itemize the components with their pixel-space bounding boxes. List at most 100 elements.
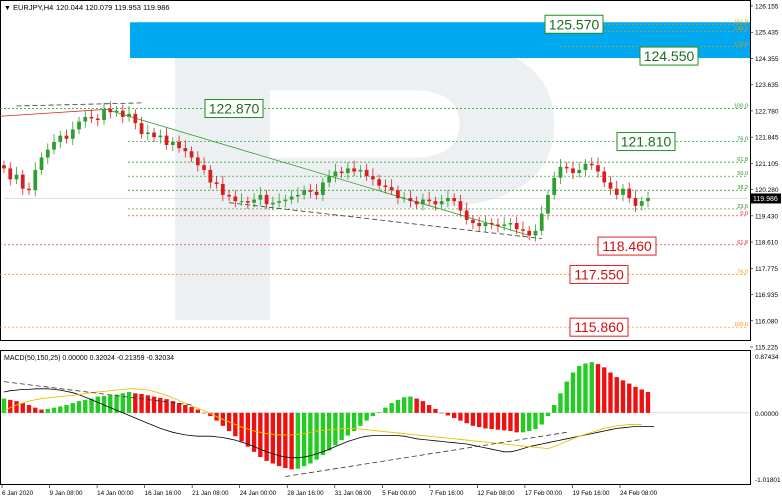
macd-histogram-bar bbox=[533, 412, 538, 430]
macd-histogram-bar bbox=[170, 401, 176, 413]
candle-body bbox=[352, 168, 357, 172]
y-tick-label: 118.610 bbox=[755, 240, 778, 247]
candle-body bbox=[289, 196, 294, 200]
candle-body bbox=[127, 113, 131, 117]
macd-panel bbox=[0, 350, 751, 485]
x-tick-label: 14 Jan 00:00 bbox=[97, 490, 134, 497]
macd-histogram-bar bbox=[89, 398, 94, 413]
macd-histogram-bar bbox=[189, 406, 194, 413]
macd-histogram-bar bbox=[276, 412, 282, 467]
macd-histogram-bar bbox=[8, 399, 13, 413]
candle-body bbox=[408, 198, 413, 202]
candle-body bbox=[308, 190, 313, 192]
macd-histogram-bar bbox=[264, 412, 269, 461]
candle-body bbox=[2, 165, 6, 169]
macd-histogram-bar bbox=[126, 392, 132, 413]
macd-histogram-bar bbox=[395, 399, 401, 413]
macd-histogram-bar bbox=[1, 398, 7, 413]
candle-body bbox=[77, 121, 81, 130]
macd-histogram-bar bbox=[158, 397, 163, 413]
macd-histogram-bar bbox=[620, 380, 626, 413]
candle-body bbox=[145, 132, 150, 135]
candle-body bbox=[358, 169, 363, 172]
candle-body bbox=[58, 135, 63, 142]
macd-histogram-bar bbox=[51, 407, 57, 413]
candle-body bbox=[208, 169, 213, 183]
macd-signal-line bbox=[3, 388, 642, 450]
candle-body bbox=[258, 194, 263, 200]
candle-body bbox=[508, 222, 513, 225]
macd-histogram-bar bbox=[639, 389, 644, 413]
candle-body bbox=[314, 191, 319, 195]
macd-histogram-bar bbox=[627, 383, 632, 413]
candle-body bbox=[170, 141, 175, 145]
price-label: 124.550 bbox=[644, 48, 695, 64]
macd-histogram-bar bbox=[45, 408, 50, 413]
candle-body bbox=[227, 194, 231, 197]
candle-body bbox=[571, 168, 575, 174]
candle-body bbox=[389, 187, 394, 191]
candle-body bbox=[39, 157, 44, 170]
candle-body bbox=[89, 116, 94, 119]
candle-body bbox=[320, 182, 325, 195]
candle-body bbox=[371, 176, 375, 180]
x-tick-label: 31 Jan 08:00 bbox=[335, 490, 372, 497]
macd-histogram-bar bbox=[39, 409, 44, 413]
candle-body bbox=[64, 135, 69, 139]
candle-body bbox=[183, 148, 188, 152]
candle-body bbox=[283, 199, 288, 202]
candle-body bbox=[8, 168, 13, 180]
macd-histogram-bar bbox=[308, 412, 313, 464]
trend-line bbox=[110, 110, 530, 236]
macd-histogram-bar bbox=[245, 412, 251, 447]
candle-body bbox=[189, 151, 194, 158]
macd-histogram-bar bbox=[420, 401, 426, 413]
candle-body bbox=[333, 171, 338, 177]
x-tick-label: 24 Jan 00:00 bbox=[240, 490, 277, 497]
candle-body bbox=[120, 110, 125, 117]
y-tick-label: 120.280 bbox=[755, 187, 779, 194]
x-tick-label: 24 Feb 08:00 bbox=[620, 490, 658, 497]
macd-histogram-bar bbox=[520, 412, 526, 433]
menu-arrow-icon[interactable]: ▼ bbox=[4, 5, 11, 12]
macd-histogram-bar bbox=[433, 408, 438, 413]
macd-histogram-bar bbox=[508, 412, 513, 432]
candle-body bbox=[646, 198, 650, 202]
macd-histogram-bar bbox=[595, 364, 601, 413]
candle-body bbox=[83, 116, 88, 122]
ohlc-readout: 120.044 120.079 119.953 119.986 bbox=[56, 3, 170, 12]
candle-body bbox=[546, 194, 550, 214]
fib-level-label: 61.8 bbox=[737, 240, 748, 246]
macd-histogram-bar bbox=[558, 393, 563, 413]
candle-body bbox=[108, 109, 113, 113]
candle-body bbox=[483, 222, 488, 227]
macd-histogram-bar bbox=[502, 412, 507, 431]
macd-histogram-bar bbox=[370, 412, 376, 417]
price-label: 121.810 bbox=[621, 134, 672, 150]
macd-histogram-bar bbox=[614, 377, 619, 413]
candle-body bbox=[133, 113, 138, 124]
price-label-box bbox=[597, 236, 657, 256]
macd-histogram-bar bbox=[83, 399, 88, 413]
macd-histogram-bar bbox=[64, 405, 69, 413]
candle-body bbox=[614, 188, 619, 195]
candle-body bbox=[458, 201, 463, 211]
price-label-box bbox=[569, 264, 629, 284]
macd-histogram-bar bbox=[527, 412, 532, 432]
macd-histogram-bar bbox=[251, 412, 257, 452]
candle-body bbox=[177, 141, 181, 149]
candle-body bbox=[471, 219, 475, 223]
macd-histogram-bar bbox=[14, 401, 19, 413]
macd-histogram-bar bbox=[445, 412, 451, 416]
macd-histogram-bar bbox=[339, 412, 344, 441]
macd-histogram-bar bbox=[301, 412, 307, 467]
macd-histogram-bar bbox=[633, 386, 638, 413]
candle-body bbox=[433, 201, 438, 205]
fib-level-label: 100.0 bbox=[734, 103, 748, 109]
macd-histogram-bar bbox=[283, 412, 288, 469]
x-tick-label: 28 Jan 16:00 bbox=[287, 490, 324, 497]
candle-body bbox=[421, 199, 425, 205]
macd-header: MACD(50,150,25) 0.00000 0.32024 -0.21359… bbox=[4, 355, 174, 362]
candle-body bbox=[233, 196, 238, 202]
fib-level-label: 76.0 bbox=[737, 269, 748, 275]
